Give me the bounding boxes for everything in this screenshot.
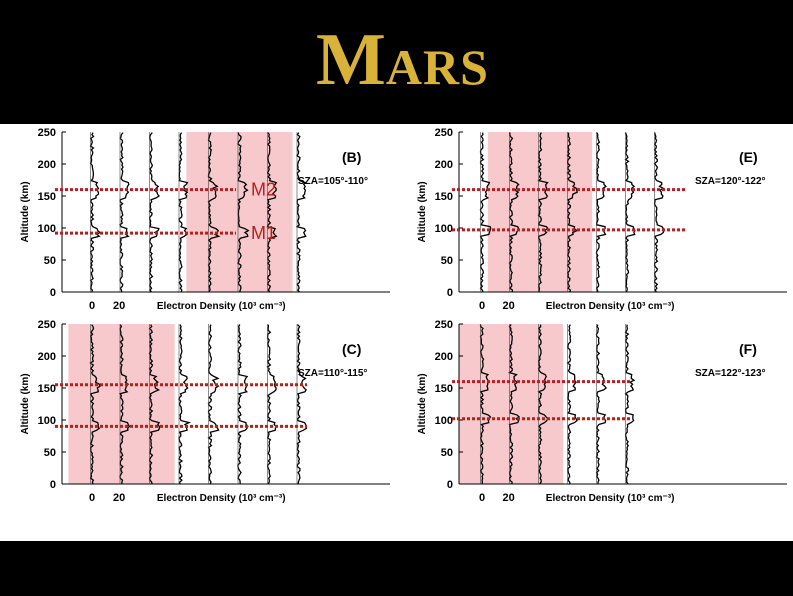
footer-bar [0, 541, 793, 596]
y-tick-label: 50 [441, 255, 453, 267]
sza-label: SZA=105°-110° [298, 176, 368, 187]
sza-label: SZA=122°-123° [695, 368, 766, 379]
y-tick-label: 0 [447, 287, 453, 299]
x-axis-label: Electron Density (10³ cm⁻³) [157, 493, 286, 504]
density-profile [296, 324, 308, 485]
layer-label-m1: M1 [251, 223, 276, 243]
density-profile [624, 132, 636, 293]
x-tick-label: 20 [113, 300, 125, 312]
sza-label: SZA=120°-122° [695, 176, 766, 187]
y-tick-label: 150 [38, 191, 56, 203]
density-profile [653, 132, 665, 293]
y-tick-label: 50 [441, 447, 453, 459]
y-tick-label: 200 [435, 351, 453, 363]
density-profile [119, 132, 130, 293]
y-tick-label: 200 [435, 159, 453, 171]
y-tick-label: 250 [38, 127, 56, 139]
y-tick-label: 0 [50, 479, 56, 491]
density-profile [148, 132, 160, 293]
panel-label: (F) [739, 341, 757, 357]
density-profile [537, 132, 549, 293]
density-profile [595, 132, 607, 293]
density-profile [148, 324, 161, 485]
x-tick-label: 20 [503, 492, 515, 504]
panel-label: (B) [342, 149, 361, 165]
density-profile [595, 324, 608, 485]
panel-c-chart: 0 50 100 150 200 250 Altitude (km) 0 20 Electron … [20, 319, 390, 504]
y-tick-label: 100 [435, 223, 453, 235]
y-tick-label: 100 [435, 415, 453, 427]
panel-e-chart: 0 50 100 150 200 250 Altitude (km) 0 20 Electron … [417, 127, 787, 312]
slide-title: MARS [316, 20, 489, 100]
density-profile [178, 132, 189, 293]
y-tick-label: 0 [50, 287, 56, 299]
y-axis-label: Altitude (km) [20, 181, 31, 242]
y-tick-label: 250 [435, 319, 453, 331]
density-profile [537, 324, 549, 485]
panel-b-chart: 0 50 100 150 200 250 Altitude (km) 0 20 Electron … [20, 127, 390, 312]
y-tick-label: 50 [44, 447, 56, 459]
highlight-band [186, 132, 293, 292]
x-tick-label: 0 [89, 492, 95, 504]
y-tick-label: 150 [38, 383, 56, 395]
layer-label-m2: M2 [251, 180, 276, 200]
density-profile [566, 324, 578, 485]
slide-title-rest: ARS [385, 39, 489, 95]
y-tick-label: 100 [38, 223, 56, 235]
y-tick-label: 200 [38, 351, 56, 363]
title-bar [0, 0, 793, 124]
y-axis-label: Altitude (km) [20, 373, 31, 434]
density-profile [508, 324, 521, 485]
density-profile [207, 324, 220, 485]
x-axis-label: Electron Density (10³ cm⁻³) [157, 301, 286, 312]
density-profile [237, 324, 249, 485]
density-profile [508, 132, 520, 293]
y-tick-label: 200 [38, 159, 56, 171]
y-axis-label: Altitude (km) [417, 181, 428, 242]
y-tick-label: 50 [44, 255, 56, 267]
x-tick-label: 0 [479, 492, 485, 504]
x-axis-label: Electron Density (10³ cm⁻³) [546, 301, 675, 312]
y-axis-label: Altitude (km) [417, 373, 428, 434]
y-tick-label: 100 [38, 415, 56, 427]
x-axis-label: Electron Density (10³ cm⁻³) [546, 493, 675, 504]
x-tick-label: 0 [479, 300, 485, 312]
density-profile [89, 132, 101, 293]
y-tick-label: 150 [435, 191, 453, 203]
density-profile [624, 324, 636, 485]
density-profile [479, 324, 492, 484]
density-profile [119, 324, 131, 484]
density-profile [178, 324, 192, 484]
y-tick-label: 150 [435, 383, 453, 395]
x-tick-label: 0 [89, 300, 95, 312]
y-tick-label: 250 [38, 319, 56, 331]
panel-label: (E) [739, 149, 758, 165]
y-tick-label: 0 [447, 479, 453, 491]
slide-title-initial: M [316, 19, 386, 101]
density-profile [295, 132, 307, 293]
y-tick-label: 250 [435, 127, 453, 139]
panel-label: (C) [342, 341, 361, 357]
x-tick-label: 20 [113, 492, 125, 504]
density-profile [266, 324, 277, 485]
x-tick-label: 20 [503, 300, 515, 312]
panel-f-chart: 0 50 100 150 200 250 Altitude (km) 0 20 Electron … [417, 319, 787, 504]
density-profile [89, 324, 101, 485]
density-profile [266, 132, 278, 293]
sza-label: SZA=110°-115° [298, 368, 367, 379]
density-profile [237, 132, 250, 293]
